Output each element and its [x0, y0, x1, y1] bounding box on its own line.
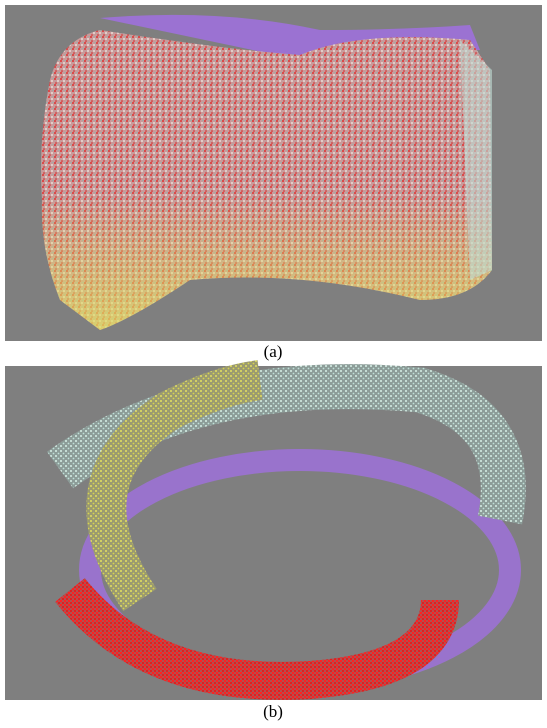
panel-b	[5, 366, 542, 700]
panel-label: (a)	[264, 342, 283, 361]
panel-label: (b)	[263, 702, 283, 721]
figure: (a) (b)	[0, 0, 547, 723]
page: {"figure": {"panels": [{"label": "(a)"},…	[0, 0, 547, 723]
panel-a	[5, 5, 542, 341]
